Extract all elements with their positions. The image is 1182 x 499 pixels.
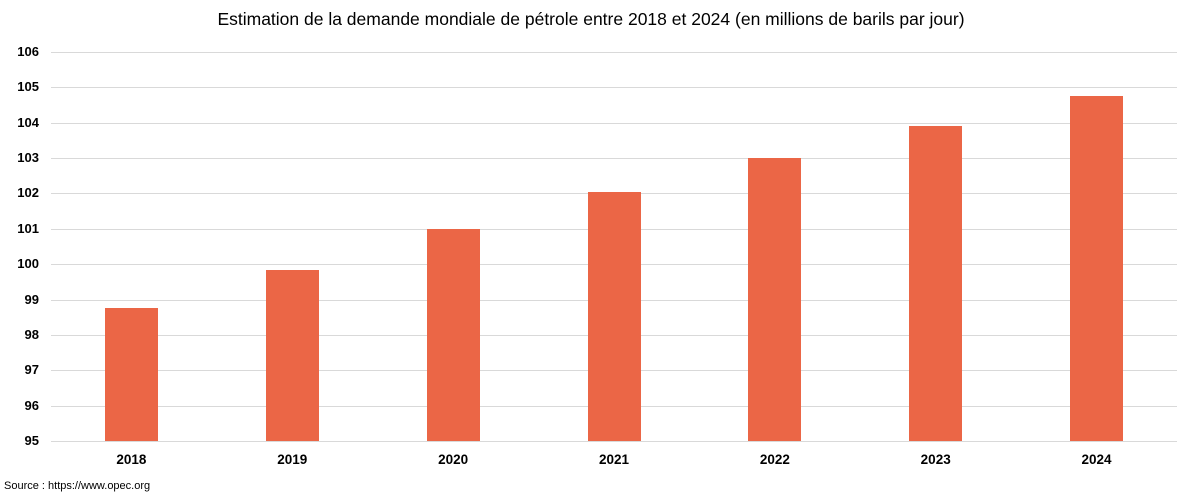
x-axis: 2018 2019 2020 2021 2022 2023 2024 xyxy=(51,452,1177,472)
bar-2019 xyxy=(265,269,319,441)
source-note: Source : https://www.opec.org xyxy=(4,480,151,492)
y-tick-label-104: 104 xyxy=(17,114,39,130)
y-tick-label-100: 100 xyxy=(17,256,39,272)
x-tick-label-2024: 2024 xyxy=(1081,452,1112,467)
bar-2018 xyxy=(104,308,158,441)
x-tick-label-2019: 2019 xyxy=(277,452,308,467)
y-tick-label-102: 102 xyxy=(17,185,39,201)
gridline-105 xyxy=(51,87,1177,89)
gridline-103 xyxy=(51,158,1177,160)
bar-2023 xyxy=(909,126,963,441)
y-axis: 106 105 104 103 102 101 100 99 98 97 96 95 xyxy=(0,44,43,448)
chart-title: Estimation de la demande mondiale de pét… xyxy=(217,9,965,29)
y-tick-label-101: 101 xyxy=(17,220,39,236)
plot-area xyxy=(51,52,1177,442)
x-tick-label-2018: 2018 xyxy=(116,452,147,467)
y-tick-label-103: 103 xyxy=(17,150,39,166)
y-tick-label-106: 106 xyxy=(17,44,39,59)
bar-2021 xyxy=(587,191,641,441)
y-tick-label-105: 105 xyxy=(17,79,39,95)
bar-2024 xyxy=(1070,96,1124,441)
gridline-104 xyxy=(51,122,1177,124)
y-tick-label-98: 98 xyxy=(24,326,39,342)
bar-2020 xyxy=(426,228,480,441)
y-tick-label-96: 96 xyxy=(24,397,39,413)
x-tick-label-2023: 2023 xyxy=(920,452,951,467)
gridline-95 xyxy=(51,441,1177,442)
x-tick-label-2020: 2020 xyxy=(438,452,469,467)
x-tick-label-2021: 2021 xyxy=(598,452,630,467)
bar-2022 xyxy=(748,158,802,441)
gridline-106 xyxy=(51,52,1177,53)
y-tick-label-95: 95 xyxy=(24,433,39,448)
y-tick-label-97: 97 xyxy=(24,362,39,378)
x-tick-label-2022: 2022 xyxy=(759,452,790,467)
y-tick-label-99: 99 xyxy=(24,291,39,307)
